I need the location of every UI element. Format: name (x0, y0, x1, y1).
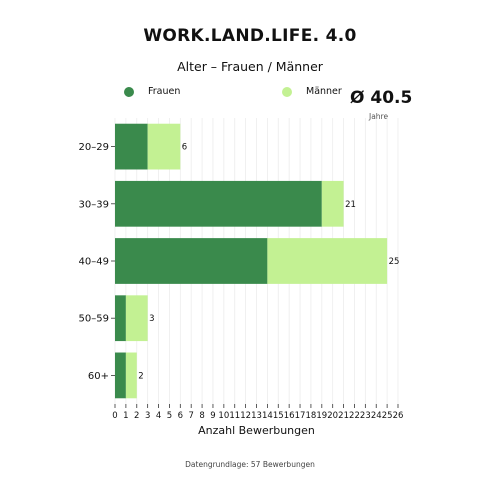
bar-maenner (147, 123, 181, 170)
data-label-total: 21 (345, 200, 356, 210)
y-tick-label: 60+ (88, 371, 109, 382)
data-label-total: 25 (389, 257, 400, 267)
bar-frauen (115, 238, 268, 284)
chart-title: WORK.LAND.LIFE. 4.0 (143, 26, 357, 46)
legend-label-frauen: Frauen (148, 86, 181, 97)
y-tick-label: 40–49 (79, 257, 109, 268)
x-axis-label: Anzahl Bewerbungen (198, 424, 315, 437)
x-tick-label: 16 (284, 411, 295, 421)
x-tick-label: 17 (295, 411, 306, 421)
legend-item-maenner: Männer (282, 86, 342, 97)
x-tick-label: 13 (251, 411, 262, 421)
data-source-note: Datengrundlage: 57 Bewerbungen (185, 460, 315, 469)
bar-maenner (267, 238, 388, 284)
x-tick-label: 14 (262, 411, 273, 421)
data-label-total: 2 (138, 371, 143, 381)
x-tick-label: 4 (156, 411, 161, 421)
legend-swatch-frauen (124, 86, 134, 97)
x-tick-label: 2 (134, 411, 139, 421)
bar-frauen (115, 295, 126, 342)
legend-item-frauen: Frauen (124, 86, 180, 97)
x-tick-label: 15 (273, 411, 284, 421)
data-label-total: 6 (182, 143, 187, 153)
x-tick-label: 10 (218, 411, 229, 421)
x-tick-label: 3 (145, 411, 150, 421)
bar-frauen (115, 352, 126, 399)
x-tick-label: 0 (112, 411, 117, 421)
bar-maenner (125, 352, 137, 399)
y-tick-label: 20–29 (79, 142, 109, 153)
average-age: Ø 40.5 (350, 88, 413, 108)
x-tick-label: 24 (371, 411, 382, 421)
legend-label-maenner: Männer (306, 86, 342, 97)
x-tick-label: 19 (316, 411, 327, 421)
data-label-total: 3 (149, 314, 154, 324)
x-tick-label: 1 (123, 411, 128, 421)
x-tick-label: 5 (167, 411, 172, 421)
x-tick-label: 11 (229, 411, 240, 421)
chart-subtitle: Alter – Frauen / Männer (177, 59, 323, 74)
bar-maenner (321, 180, 344, 227)
x-tick-label: 23 (360, 411, 371, 421)
x-tick-label: 25 (382, 411, 393, 421)
bar-frauen (115, 180, 322, 227)
x-tick-label: 9 (210, 411, 215, 421)
y-tick-label: 50–59 (79, 314, 109, 325)
x-tick-label: 18 (306, 411, 317, 421)
y-tick-label: 30–39 (79, 199, 109, 210)
average-age-unit: Jahre (369, 112, 389, 121)
x-tick-label: 20 (327, 411, 338, 421)
x-tick-label: 8 (199, 411, 204, 421)
x-tick-label: 21 (338, 411, 349, 421)
bar-frauen (115, 123, 148, 170)
x-tick-label: 7 (188, 411, 193, 421)
x-tick-label: 22 (349, 411, 360, 421)
x-tick-label: 26 (393, 411, 404, 421)
x-tick-label: 12 (240, 411, 251, 421)
x-tick-label: 6 (178, 411, 183, 421)
legend-swatch-maenner (282, 86, 292, 97)
bar-maenner (125, 295, 148, 342)
